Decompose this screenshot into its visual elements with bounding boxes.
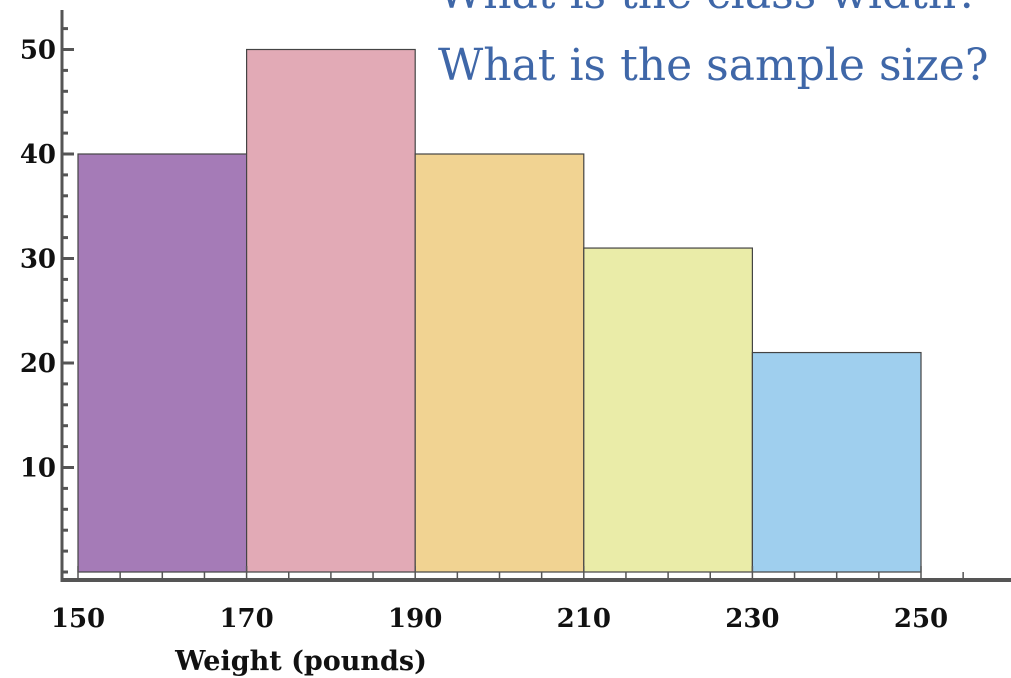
histogram-bar <box>583 247 753 573</box>
x-tick-label: 250 <box>894 604 948 634</box>
x-tick-label: 170 <box>219 604 273 634</box>
x-tick-labels: 150 170 190 210 230 250 <box>51 604 948 634</box>
y-minor-ticks <box>62 27 74 574</box>
histogram-bar <box>77 153 248 573</box>
y-tick-label: 30 <box>20 245 56 275</box>
y-tick-label: 40 <box>20 140 56 170</box>
x-tick-label: 230 <box>725 604 779 634</box>
x-axis-title: Weight (pounds) <box>174 646 427 677</box>
x-tick-label: 150 <box>51 604 105 634</box>
y-tick-label: 10 <box>20 454 56 484</box>
y-tick-label: 50 <box>20 36 56 66</box>
y-tick-labels: 10 20 30 40 50 <box>20 36 56 484</box>
x-tick-label: 210 <box>557 604 611 634</box>
histogram-bar <box>246 48 416 573</box>
histogram-bar <box>414 153 585 573</box>
question-sample-size: What is the sample size? <box>438 40 988 91</box>
question-class-width: What is the class width? <box>438 0 980 19</box>
histogram-bar <box>751 351 922 573</box>
bars-group <box>77 48 922 573</box>
y-tick-label: 20 <box>20 349 56 379</box>
x-tick-label: 190 <box>388 604 442 634</box>
